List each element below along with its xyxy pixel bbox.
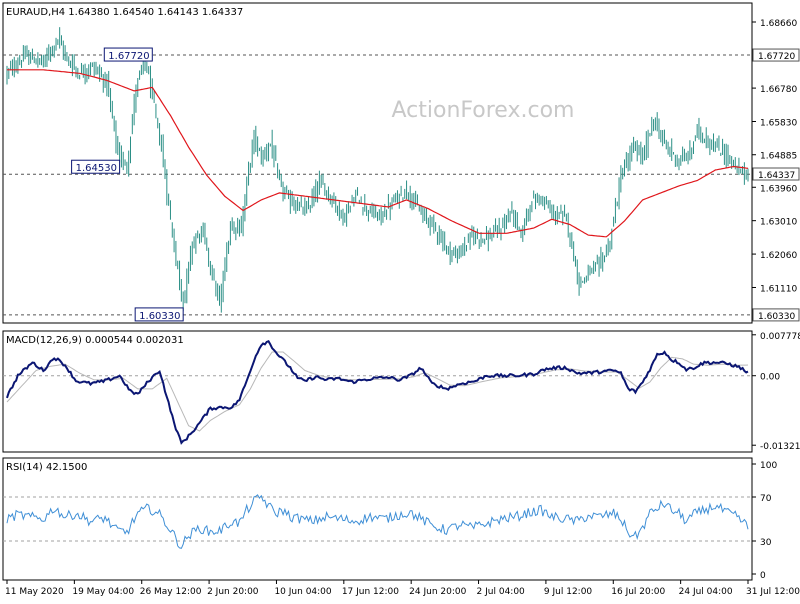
rsi-axis-label: 30 (760, 538, 772, 548)
time-axis-label: 9 Jul 12:00 (544, 587, 593, 597)
time-axis-label: 2 Jun 20:00 (207, 587, 259, 597)
price-pane-frame (2, 2, 753, 324)
price-axis-label: 1.63960 (760, 184, 797, 194)
time-axis-label: 11 May 2020 (5, 587, 64, 597)
time-axis-label: 19 May 04:00 (72, 587, 134, 597)
level-annotation-label: 1.64530 (76, 163, 117, 174)
rsi-pane-frame (2, 457, 753, 581)
price-tag-label: 1.64337 (758, 171, 795, 181)
rsi-axis-label: 0 (760, 571, 766, 581)
level-annotation-label: 1.67720 (108, 51, 149, 62)
price-tag-label: 1.67720 (758, 52, 795, 62)
time-axis-label: 16 Jul 20:00 (611, 587, 665, 597)
price-axis-label: 1.61110 (760, 284, 797, 294)
price-axis-label: 1.63010 (760, 218, 797, 228)
macd-label: MACD(12,26,9) 0.000544 0.002031 (6, 335, 184, 346)
time-axis-label: 31 Jul 12:00 (746, 587, 800, 597)
rsi-axis-label: 70 (760, 494, 772, 504)
price-moving-average (7, 69, 749, 238)
macd-axis-label: 0.007778 (760, 332, 800, 342)
price-axis-label: 1.66780 (760, 85, 797, 95)
time-axis-label: 24 Jun 20:00 (409, 587, 466, 597)
price-tag-label: 1.60330 (758, 312, 795, 322)
level-annotation-box (103, 47, 153, 62)
price-tag-box (752, 48, 800, 62)
level-annotation-box (71, 159, 121, 174)
level-annotation-box (134, 307, 184, 322)
price-axis-label: 1.65830 (760, 119, 797, 129)
macd-signal-line (6, 351, 749, 432)
macd-pane-frame (2, 330, 753, 453)
rsi-line (6, 494, 749, 549)
macd-axis-label: 0.00 (760, 373, 780, 383)
price-tag-box (752, 167, 800, 181)
watermark: ActionForex.com (392, 98, 575, 123)
level-annotation-label: 1.60330 (139, 311, 180, 322)
price-tag-box (752, 308, 800, 322)
time-axis-label: 24 Jul 04:00 (679, 587, 733, 597)
time-axis-label: 10 Jun 04:00 (274, 587, 331, 597)
price-axis-label: 1.62060 (760, 251, 797, 261)
rsi-label: RSI(14) 42.1500 (6, 462, 87, 473)
macd-axis-label: -0.01321 (760, 442, 800, 452)
price-axis-label: 1.68660 (760, 19, 797, 29)
chart-header: EURAUD,H4 1.64380 1.64540 1.64143 1.6433… (6, 7, 243, 18)
time-axis-label: 2 Jul 04:00 (477, 587, 526, 597)
rsi-axis-label: 100 (760, 461, 777, 471)
time-axis-label: 17 Jun 12:00 (342, 587, 399, 597)
price-axis-label: 1.64885 (760, 152, 797, 162)
time-axis-label: 26 May 12:00 (140, 587, 202, 597)
macd-line (6, 339, 749, 445)
